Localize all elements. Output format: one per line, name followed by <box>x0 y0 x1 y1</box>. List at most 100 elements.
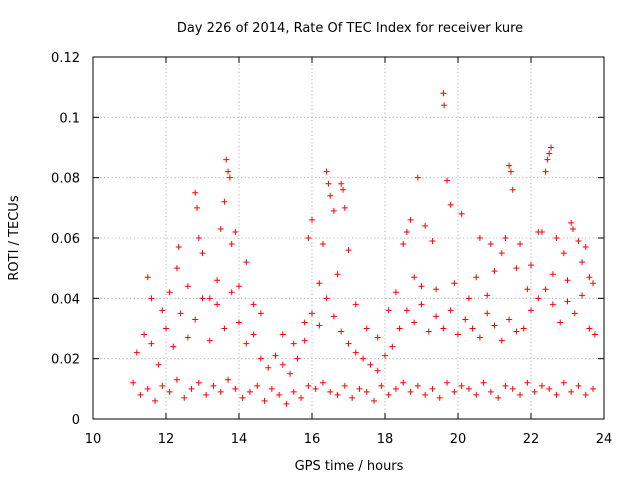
data-point <box>462 316 469 323</box>
data-point <box>403 307 410 314</box>
data-point <box>298 394 305 401</box>
data-point <box>414 382 421 389</box>
data-point <box>250 331 257 338</box>
data-points <box>130 90 598 407</box>
data-point <box>356 385 363 392</box>
data-point <box>203 391 210 398</box>
data-point <box>148 295 155 302</box>
data-point <box>425 328 432 335</box>
data-point <box>422 391 429 398</box>
data-point <box>210 382 217 389</box>
data-point <box>436 394 443 401</box>
data-point <box>261 397 268 404</box>
data-point <box>195 235 202 241</box>
data-point <box>305 235 312 241</box>
data-point <box>232 228 239 235</box>
data-point <box>163 325 169 332</box>
data-point <box>340 186 347 193</box>
data-point <box>458 382 465 389</box>
data-point <box>429 238 436 245</box>
data-point <box>217 388 224 395</box>
y-tick-labels: 0 0.02 0.04 0.06 0.08 0.1 0.12 <box>51 51 80 428</box>
data-point <box>192 316 199 323</box>
data-point <box>334 271 341 278</box>
data-point <box>575 382 582 389</box>
data-point <box>257 310 264 317</box>
data-point <box>569 225 576 232</box>
x-tick-labels: 10 12 14 16 18 20 22 24 <box>85 432 613 447</box>
data-point <box>250 301 257 308</box>
data-point <box>524 286 531 293</box>
data-point <box>133 349 140 356</box>
data-point <box>246 388 253 395</box>
data-point <box>498 337 505 344</box>
data-point <box>414 174 421 181</box>
data-point <box>571 310 578 317</box>
data-point <box>473 391 480 398</box>
data-point <box>175 244 182 251</box>
data-point <box>528 307 534 314</box>
data-point <box>199 250 206 257</box>
data-point <box>141 331 148 338</box>
data-point <box>345 340 352 347</box>
data-point <box>226 174 233 181</box>
data-point <box>243 259 250 266</box>
data-point <box>195 379 202 386</box>
data-point <box>582 391 589 398</box>
data-point <box>524 379 531 386</box>
data-point <box>319 241 326 248</box>
data-point <box>334 391 341 398</box>
data-point <box>272 352 279 359</box>
data-point <box>352 301 359 308</box>
x-tick-label: 16 <box>304 432 321 447</box>
y-axis-label: ROTI / TECUs <box>7 195 22 280</box>
data-point <box>579 292 586 299</box>
data-point <box>575 238 582 245</box>
data-point <box>279 361 286 368</box>
plot-frame <box>92 56 605 420</box>
data-point <box>465 385 472 392</box>
data-point <box>325 180 332 187</box>
data-point <box>184 334 191 341</box>
data-point <box>214 277 221 284</box>
data-point <box>473 274 480 281</box>
data-point <box>590 280 597 287</box>
data-point <box>538 382 545 389</box>
data-point <box>506 162 513 169</box>
data-point <box>440 325 447 332</box>
data-point <box>181 394 188 401</box>
y-tick-label: 0.02 <box>51 353 80 368</box>
data-point <box>301 337 308 344</box>
data-point <box>188 385 195 392</box>
x-tick-label: 22 <box>523 432 540 447</box>
data-point <box>544 156 551 163</box>
data-point <box>341 382 348 389</box>
data-point <box>265 364 272 371</box>
data-point <box>484 310 491 317</box>
data-point <box>232 385 239 392</box>
data-point <box>236 283 242 290</box>
data-point <box>491 322 498 329</box>
data-point <box>476 235 483 241</box>
data-point <box>144 274 151 281</box>
x-tick-label: 20 <box>450 432 467 447</box>
data-point <box>279 331 286 338</box>
data-point <box>374 367 381 374</box>
data-point <box>487 388 494 395</box>
chart-title: Day 226 of 2014, Rate Of TEC Index for r… <box>177 21 523 36</box>
data-point <box>411 274 418 281</box>
data-point <box>502 235 509 241</box>
data-point <box>166 289 173 296</box>
data-point <box>586 274 593 281</box>
data-point <box>221 325 228 332</box>
data-point <box>345 247 352 254</box>
data-point <box>444 379 451 386</box>
data-point <box>309 216 315 223</box>
data-point <box>159 307 166 314</box>
y-tick-label: 0 <box>72 413 80 428</box>
data-point <box>367 361 374 368</box>
data-point <box>338 328 345 335</box>
y-tick-label: 0.1 <box>59 111 80 126</box>
data-point <box>484 292 491 299</box>
